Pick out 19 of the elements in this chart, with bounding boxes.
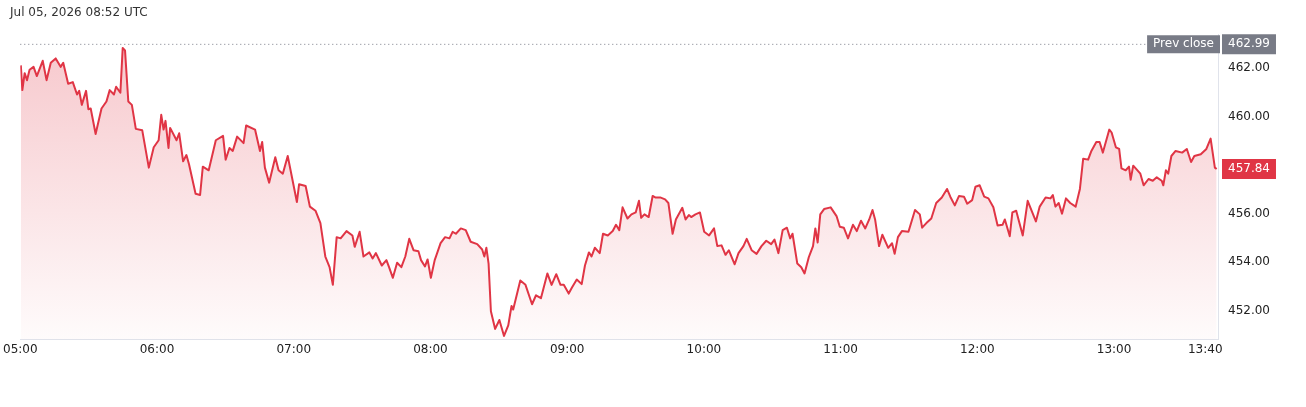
- x-tick-label: 11:00: [823, 341, 858, 356]
- x-tick-label: 06:00: [139, 341, 175, 356]
- x-tick-label: 05:00: [2, 341, 38, 356]
- y-tick-label: 456.00: [1228, 205, 1270, 220]
- x-tick-label: 09:00: [549, 341, 585, 356]
- x-tick-label: 08:00: [413, 341, 448, 356]
- y-tick-label: 452.00: [1228, 302, 1270, 317]
- annotation: 462.99: [1228, 36, 1270, 51]
- chart-title: Jul 05, 2026 08:52 UTC: [9, 5, 148, 20]
- x-tick-label: 07:00: [276, 341, 312, 356]
- y-tick-label: 462.00: [1228, 60, 1270, 75]
- annotation: 457.84: [1228, 161, 1270, 176]
- y-tick-label: 460.00: [1228, 108, 1270, 123]
- x-tick-label: 10:00: [686, 341, 722, 356]
- ref-line-label: Prev close: [1153, 36, 1214, 51]
- y-tick-label: 454.00: [1228, 254, 1270, 269]
- x-tick-label: 13:40: [1187, 341, 1223, 356]
- x-tick-label: 12:00: [960, 341, 995, 356]
- x-tick-label: 13:00: [1096, 341, 1132, 356]
